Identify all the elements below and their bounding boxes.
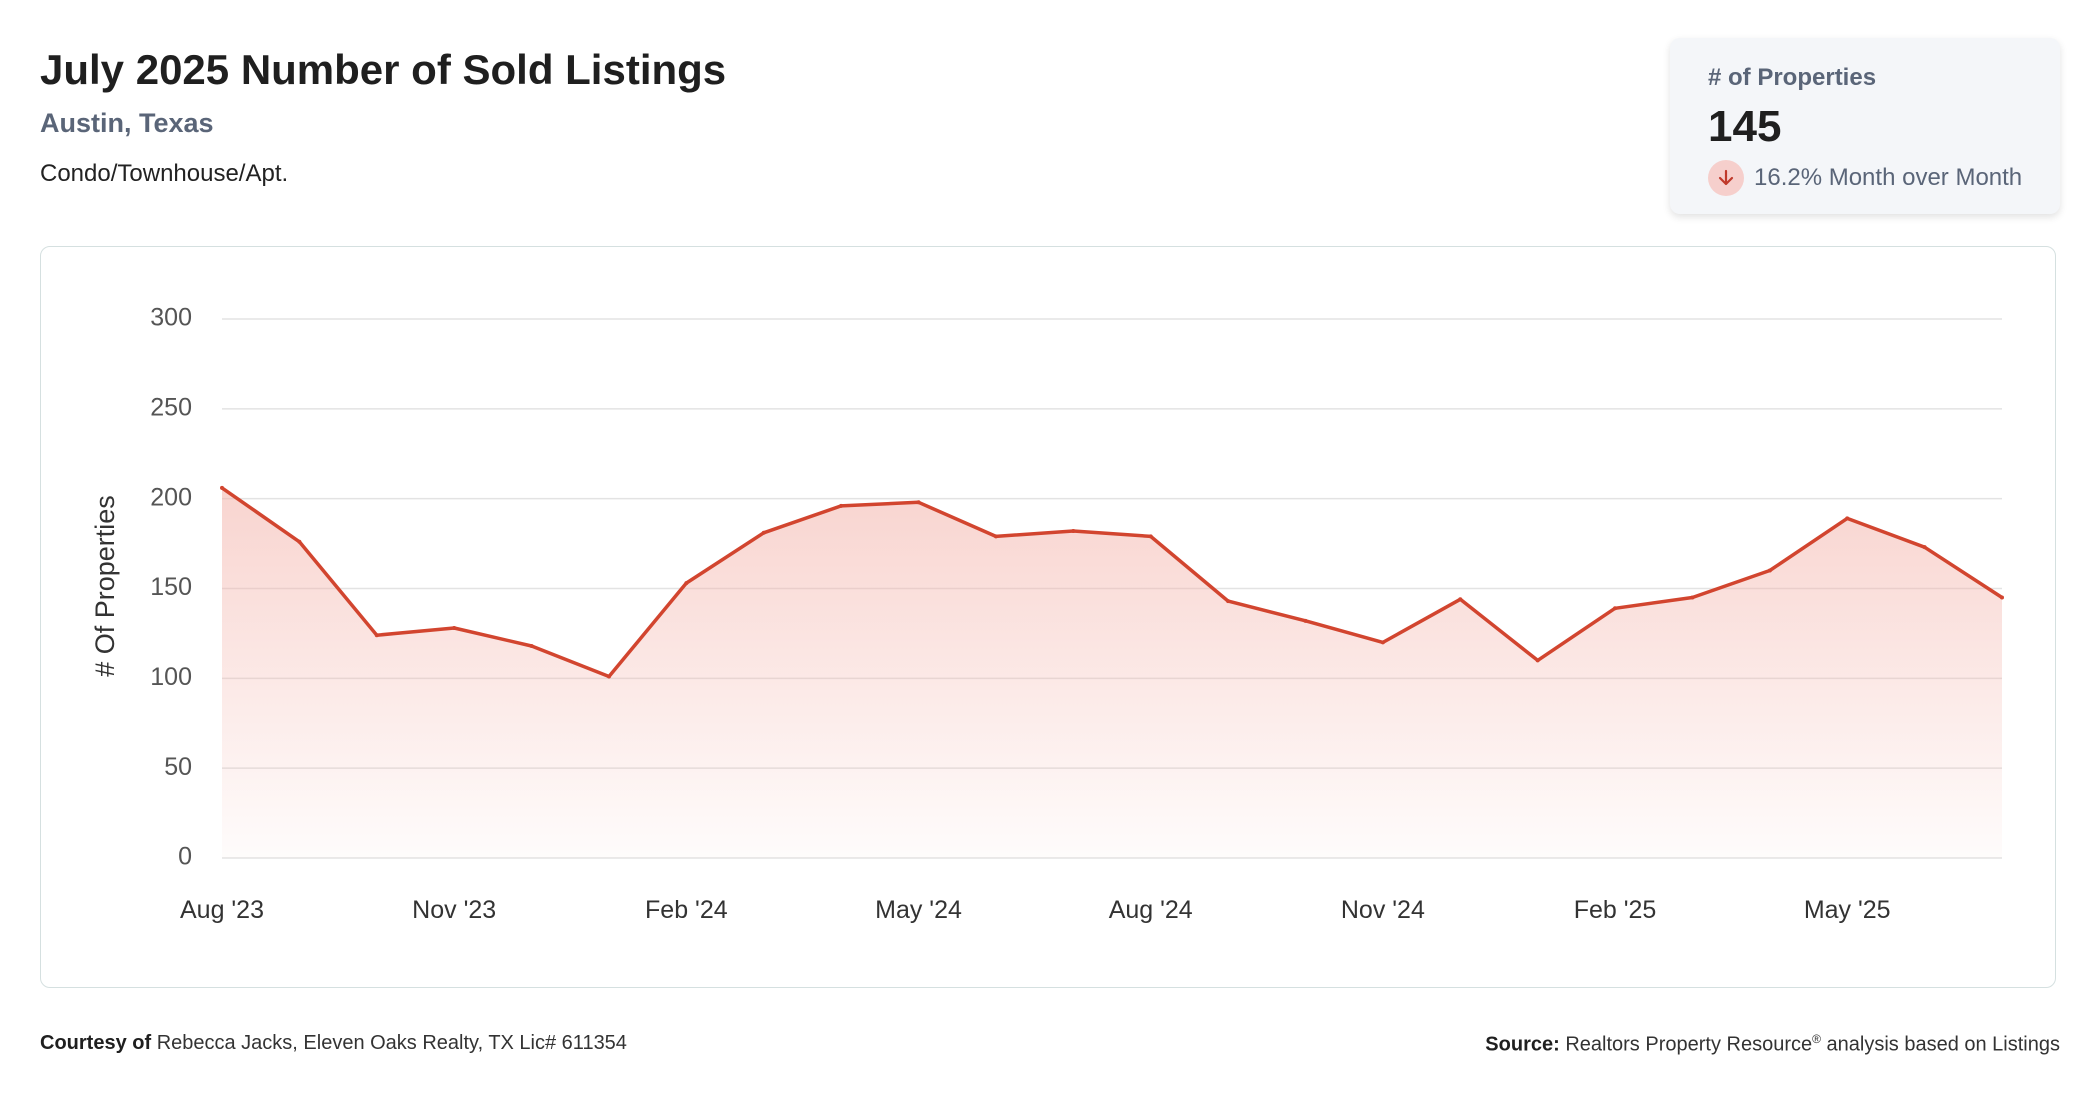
source-footer: Source: Realtors Property Resource® anal… bbox=[1485, 1032, 2060, 1057]
source-suffix: analysis based on Listings bbox=[1826, 1033, 2060, 1056]
kpi-change: 16.2% Month over Month bbox=[1708, 160, 2022, 196]
data-point bbox=[1690, 595, 1695, 600]
x-tick-label: Aug '23 bbox=[180, 896, 264, 924]
data-point bbox=[1380, 640, 1385, 645]
data-point bbox=[684, 581, 689, 586]
x-tick-label: May '25 bbox=[1804, 896, 1891, 924]
registered-mark: ® bbox=[1812, 1032, 1821, 1046]
x-tick-label: Feb '24 bbox=[645, 896, 728, 924]
data-point bbox=[916, 500, 921, 505]
x-tick-label: Nov '23 bbox=[412, 896, 496, 924]
y-tick-label: 300 bbox=[150, 304, 192, 332]
y-axis-label: # Of Properties bbox=[90, 495, 120, 677]
location-subtitle: Austin, Texas bbox=[40, 108, 214, 138]
data-point bbox=[2000, 595, 2004, 600]
kpi-value: 145 bbox=[1708, 102, 1782, 151]
courtesy-footer: Courtesy of Rebecca Jacks, Eleven Oaks R… bbox=[40, 1032, 627, 1055]
data-point bbox=[839, 503, 844, 508]
courtesy-label: Courtesy of bbox=[40, 1032, 152, 1054]
y-tick-label: 50 bbox=[164, 753, 192, 781]
source-text: Realtors Property Resource bbox=[1565, 1033, 1813, 1056]
data-point bbox=[1148, 534, 1153, 539]
data-point bbox=[374, 633, 379, 638]
y-tick-label: 250 bbox=[150, 393, 192, 421]
y-tick-label: 200 bbox=[150, 483, 192, 511]
data-point bbox=[1303, 618, 1308, 623]
data-point bbox=[1845, 516, 1850, 521]
data-point bbox=[761, 530, 766, 535]
data-point bbox=[529, 643, 534, 648]
y-tick-label: 0 bbox=[178, 843, 192, 871]
kpi-change-text: 16.2% Month over Month bbox=[1754, 164, 2023, 191]
data-point bbox=[1535, 658, 1540, 663]
data-point bbox=[993, 534, 998, 539]
data-point bbox=[220, 485, 224, 490]
data-point bbox=[297, 539, 302, 544]
y-tick-label: 150 bbox=[150, 573, 192, 601]
x-tick-label: May '24 bbox=[875, 896, 962, 924]
series-line bbox=[220, 486, 2003, 679]
x-tick-label: Feb '25 bbox=[1574, 896, 1657, 924]
data-point bbox=[606, 674, 611, 679]
x-tick-label: Aug '24 bbox=[1109, 896, 1193, 924]
data-point bbox=[1071, 529, 1076, 534]
data-point bbox=[1922, 545, 1927, 550]
source-label: Source: bbox=[1485, 1033, 1560, 1056]
kpi-card: # of Properties 145 16.2% Month over Mon… bbox=[1670, 38, 2060, 214]
x-tick-label: Nov '24 bbox=[1341, 896, 1425, 924]
data-point bbox=[1613, 606, 1618, 611]
y-tick-label: 100 bbox=[150, 663, 192, 691]
page-title: July 2025 Number of Sold Listings bbox=[40, 46, 727, 93]
series-area bbox=[222, 487, 2002, 858]
data-point bbox=[1226, 599, 1231, 604]
data-point bbox=[1458, 597, 1463, 602]
arrow-down-icon bbox=[1708, 160, 1744, 196]
courtesy-text: Rebecca Jacks, Eleven Oaks Realty, TX Li… bbox=[156, 1032, 627, 1054]
data-point bbox=[1767, 568, 1772, 573]
property-type-label: Condo/Townhouse/Apt. bbox=[40, 160, 289, 187]
kpi-label: # of Properties bbox=[1708, 64, 1877, 91]
data-point bbox=[452, 626, 457, 631]
sold-listings-chart: 0 50 100 150 200 250 300 Aug '23 Nov '23 Feb '24… bbox=[90, 304, 2004, 924]
